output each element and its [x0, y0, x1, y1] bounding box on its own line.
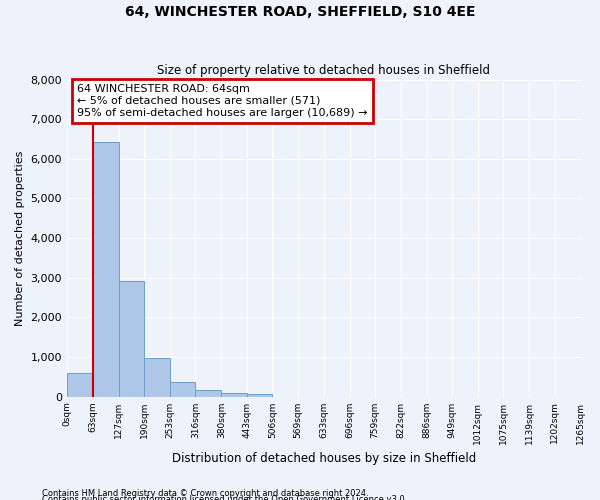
Text: Contains HM Land Registry data © Crown copyright and database right 2024.: Contains HM Land Registry data © Crown c…: [42, 488, 368, 498]
Bar: [144, 358, 170, 397]
Text: 64 WINCHESTER ROAD: 64sqm
← 5% of detached houses are smaller (571)
95% of semi-: 64 WINCHESTER ROAD: 64sqm ← 5% of detach…: [77, 84, 368, 117]
X-axis label: Distribution of detached houses by size in Sheffield: Distribution of detached houses by size …: [172, 452, 476, 465]
Bar: [196, 390, 221, 396]
Text: 64, WINCHESTER ROAD, SHEFFIELD, S10 4EE: 64, WINCHESTER ROAD, SHEFFIELD, S10 4EE: [125, 5, 475, 19]
Bar: [67, 374, 92, 396]
Bar: [247, 394, 272, 396]
Bar: [92, 142, 119, 397]
Text: Contains public sector information licensed under the Open Government Licence v3: Contains public sector information licen…: [42, 495, 407, 500]
Title: Size of property relative to detached houses in Sheffield: Size of property relative to detached ho…: [157, 64, 490, 77]
Bar: [221, 392, 247, 396]
Bar: [119, 281, 144, 396]
Bar: [170, 382, 196, 396]
Y-axis label: Number of detached properties: Number of detached properties: [15, 150, 25, 326]
